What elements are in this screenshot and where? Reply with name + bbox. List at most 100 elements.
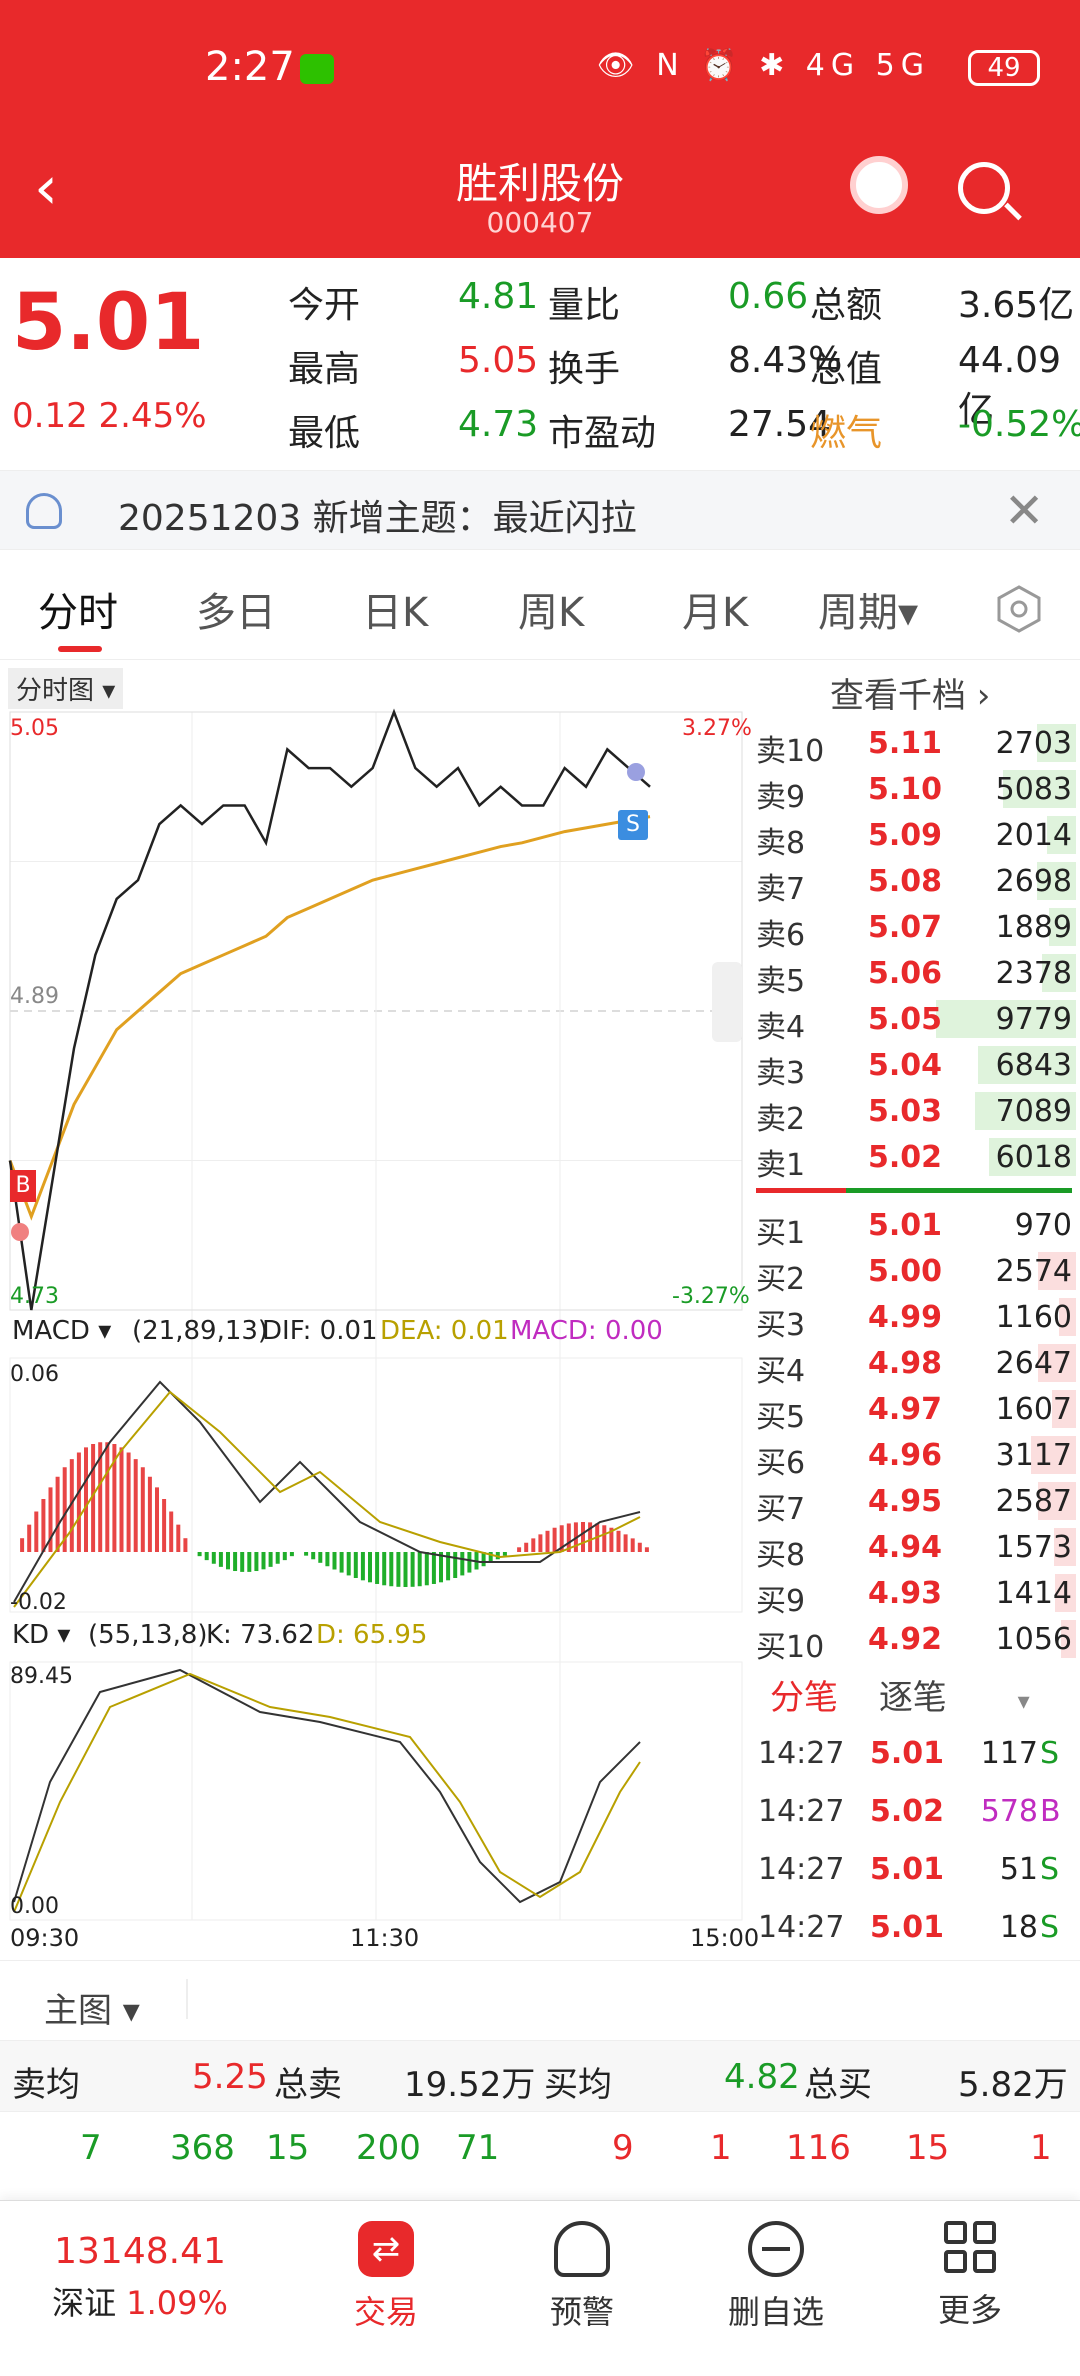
- tape-row: 14:27 5.02 578 B: [758, 1794, 1078, 1844]
- level-n: 卖3: [756, 1056, 806, 1091]
- notice-bar[interactable]: 20251203 新增主题：最近闪拉 ✕: [0, 470, 1080, 550]
- buy-level[interactable]: 买3 4.99 1160: [750, 1294, 1080, 1343]
- sell-level[interactable]: 卖1 5.02 6018: [750, 1134, 1080, 1183]
- chart-area[interactable]: 分时图 ▾ 5.05 3.27% 4.89 4.73 -3.27% B S MA…: [0, 662, 759, 1952]
- chart-type-selector[interactable]: 分时图 ▾: [8, 668, 124, 709]
- level-v: 2703: [995, 726, 1072, 761]
- nav-trade[interactable]: ⇄ 交易: [316, 2221, 456, 2333]
- bell-icon: [554, 2221, 610, 2277]
- sell-avg: 5.25: [192, 2057, 268, 2097]
- nav-alert[interactable]: 预警: [512, 2221, 652, 2333]
- volume-bar: [1052, 1390, 1076, 1428]
- volume-bar: [1038, 1252, 1076, 1290]
- buy-level[interactable]: 买4 4.98 2647: [750, 1340, 1080, 1389]
- buy-marker[interactable]: B: [10, 1170, 36, 1202]
- level-p: 4.96: [868, 1438, 943, 1473]
- tab-ticks[interactable]: 分笔: [770, 1678, 838, 1718]
- buy-level[interactable]: 买6 4.96 3117: [750, 1432, 1080, 1481]
- index-name: 深证: [52, 2284, 117, 2322]
- level-v: 2587: [995, 1484, 1072, 1519]
- buy-level[interactable]: 买8 4.94 1573: [750, 1524, 1080, 1573]
- kd-min: 0.00: [10, 1894, 59, 1919]
- tape-cell: 5.02: [870, 1794, 945, 1829]
- macd-value: MACD: 0.00: [510, 1316, 663, 1346]
- sell-level[interactable]: 卖8 5.09 2014: [750, 812, 1080, 861]
- buy-level[interactable]: 买7 4.95 2587: [750, 1478, 1080, 1527]
- sell-level[interactable]: 卖3 5.04 6843: [750, 1042, 1080, 1091]
- main-chart-selector[interactable]: 主图 ▾: [0, 1960, 1080, 2040]
- trade-tape: 分笔 逐笔 ▾ 14:27 5.01 117 S 14:27 5.02 578 B 14:27 5…: [750, 1660, 1080, 1960]
- tab-trades[interactable]: 逐笔: [878, 1678, 947, 1718]
- quote-label: 燃气: [810, 413, 883, 454]
- level-n: 卖4: [756, 1010, 806, 1045]
- quote-label: 今开: [288, 285, 361, 326]
- volume-bar: [1055, 1574, 1076, 1612]
- index-widget[interactable]: 13148.41 深证 1.09%: [40, 2231, 240, 2324]
- buy-point: [11, 1223, 29, 1241]
- tab-1[interactable]: 多日: [196, 590, 276, 636]
- quote-label: 总值: [810, 349, 883, 390]
- sell-queue-item: 71: [456, 2128, 500, 2168]
- view-more-link[interactable]: 查看千档 ›: [830, 676, 991, 716]
- tab-3[interactable]: 周K: [518, 590, 585, 636]
- back-icon[interactable]: ‹: [34, 153, 58, 223]
- settings-hexagon-icon[interactable]: [994, 584, 1044, 634]
- kd-k: K: 73.62: [206, 1620, 315, 1650]
- sell-level[interactable]: 卖7 5.08 2698: [750, 858, 1080, 907]
- level-n: 卖10: [756, 734, 825, 769]
- mid-label: 4.89: [10, 984, 59, 1009]
- macd-selector[interactable]: MACD ▾: [12, 1316, 112, 1346]
- buy-level[interactable]: 买9 4.93 1414: [750, 1570, 1080, 1619]
- quote-label: 换手: [548, 349, 621, 390]
- sell-level[interactable]: 卖4 5.05 9779: [750, 996, 1080, 1045]
- sell-level[interactable]: 卖2 5.03 7089: [750, 1088, 1080, 1137]
- tab-0[interactable]: 分时: [38, 590, 118, 636]
- volume-bar: [1003, 770, 1076, 808]
- time-end: 15:00: [690, 1924, 760, 1952]
- tab-4[interactable]: 月K: [682, 590, 749, 636]
- level-p: 5.09: [868, 818, 943, 853]
- kd-selector[interactable]: KD ▾: [12, 1620, 71, 1650]
- macd-header: MACD ▾ (21,89,13) DIF: 0.01 DEA: 0.01 MA…: [0, 1312, 750, 1356]
- level-n: 买10: [756, 1630, 825, 1665]
- search-icon[interactable]: [958, 162, 1010, 214]
- level-v: 7089: [995, 1094, 1072, 1129]
- sell-level[interactable]: 卖5 5.06 2378: [750, 950, 1080, 999]
- quote-value: 44.09亿: [958, 340, 1062, 431]
- buy-level[interactable]: 买1 5.01 970: [750, 1202, 1080, 1251]
- chart-tabs: 分时 多日 日K 周K 月K 周期▾: [0, 560, 1080, 660]
- buy-queue-item: 1: [710, 2128, 732, 2168]
- level-v: 1607: [995, 1392, 1072, 1427]
- tape-cell: S: [1040, 1736, 1060, 1771]
- buy-level[interactable]: 买2 5.00 2574: [750, 1248, 1080, 1297]
- nav-more[interactable]: 更多: [900, 2221, 1040, 2331]
- level-n: 买8: [756, 1538, 806, 1573]
- level-v: 3117: [995, 1438, 1072, 1473]
- level-n: 卖9: [756, 780, 806, 815]
- d-line: [13, 1672, 641, 1913]
- assistant-robot-icon[interactable]: [850, 156, 908, 214]
- sell-total-label: 总卖: [274, 2065, 342, 2105]
- buy-total: 5.82万: [958, 2065, 1068, 2105]
- buy-level[interactable]: 买5 4.97 1607: [750, 1386, 1080, 1435]
- level-p: 4.93: [868, 1576, 943, 1611]
- volume-bar: [1046, 816, 1076, 854]
- order-book: 查看千档 › 卖10 5.11 2703 卖9 5.10 5083 卖8 5.09 2014 卖7…: [750, 662, 1080, 1665]
- tape-cell: S: [1040, 1852, 1060, 1887]
- sell-level[interactable]: 卖9 5.10 5083: [750, 766, 1080, 815]
- sell-marker[interactable]: S: [618, 810, 648, 840]
- nav-remove[interactable]: 删自选: [706, 2221, 846, 2333]
- close-icon[interactable]: ✕: [1004, 483, 1045, 539]
- tab-2[interactable]: 日K: [362, 590, 429, 636]
- macd-params: (21,89,13): [132, 1316, 269, 1346]
- bell-icon: [26, 493, 62, 529]
- volume-bar: [1031, 1436, 1076, 1474]
- sell-level[interactable]: 卖6 5.07 1889: [750, 904, 1080, 953]
- price-change: 0.12 2.45%: [12, 396, 207, 436]
- sell-level[interactable]: 卖10 5.11 2703: [750, 720, 1080, 769]
- tab-5[interactable]: 周期▾: [818, 590, 919, 636]
- macd-label: MACD: [12, 1316, 90, 1346]
- buy-level[interactable]: 买10 4.92 1056: [750, 1616, 1080, 1665]
- grid-icon: [944, 2221, 996, 2273]
- tape-dropdown-icon[interactable]: ▾: [1017, 1687, 1030, 1715]
